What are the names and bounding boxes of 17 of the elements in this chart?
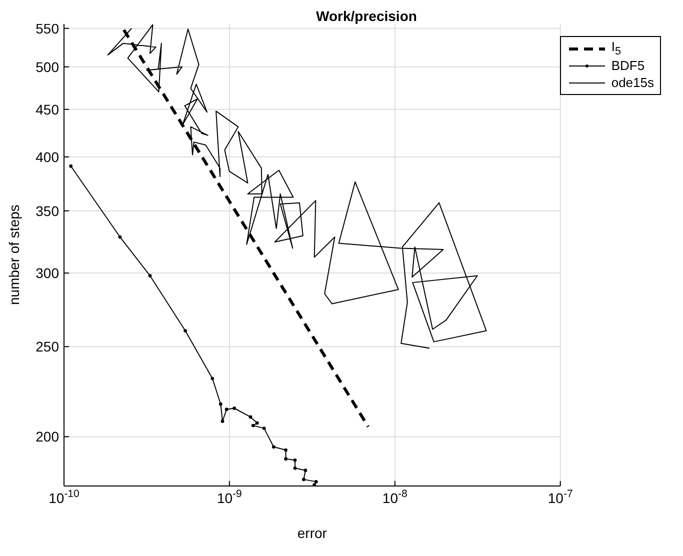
y-tick-label: 500 <box>36 58 60 75</box>
y-tick-label: 250 <box>36 338 60 355</box>
y-tick-label: 300 <box>36 265 60 282</box>
x-tick-label: 10$^{-9}$ <box>216 488 242 506</box>
chart-title: Work/precision <box>316 8 417 24</box>
y-tick-label: 200 <box>36 428 60 445</box>
x-tick-label: 10$^{-7}$ <box>548 488 573 506</box>
y-tick-label: 450 <box>36 101 60 118</box>
x-axis-title: error <box>297 525 328 541</box>
legend-label: ode15s <box>611 75 654 90</box>
x-tick-label: 10$^{-8}$ <box>382 488 408 506</box>
y-tick-label: 400 <box>36 148 60 165</box>
legend-label: BDF5 <box>611 58 645 73</box>
y-tick-label: 350 <box>36 202 60 219</box>
x-tick-label: 10$^{-10}$ <box>48 488 80 506</box>
y-axis-title: number of steps <box>6 204 22 305</box>
legend-label: I$_{5}$ <box>611 39 621 58</box>
